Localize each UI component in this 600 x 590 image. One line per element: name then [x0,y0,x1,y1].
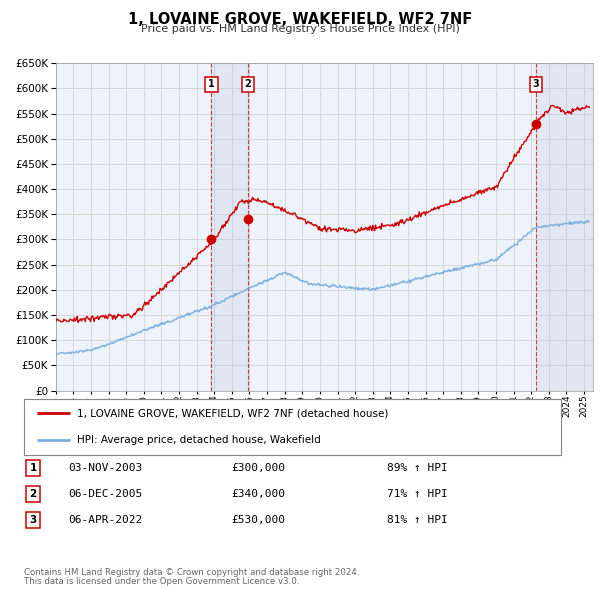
Text: £340,000: £340,000 [231,489,285,499]
Text: 71% ↑ HPI: 71% ↑ HPI [386,489,448,499]
Text: 3: 3 [533,80,539,90]
Text: £300,000: £300,000 [231,463,285,473]
Text: 06-DEC-2005: 06-DEC-2005 [68,489,142,499]
Text: This data is licensed under the Open Government Licence v3.0.: This data is licensed under the Open Gov… [24,578,299,586]
Text: £530,000: £530,000 [231,515,285,525]
Text: 2: 2 [245,80,251,90]
Text: 1: 1 [29,463,37,473]
Text: 06-APR-2022: 06-APR-2022 [68,515,142,525]
Text: Contains HM Land Registry data © Crown copyright and database right 2024.: Contains HM Land Registry data © Crown c… [24,568,359,577]
Text: 2: 2 [29,489,37,499]
Bar [211,63,248,391]
Text: 89% ↑ HPI: 89% ↑ HPI [386,463,448,473]
Text: 1, LOVAINE GROVE, WAKEFIELD, WF2 7NF (detached house): 1, LOVAINE GROVE, WAKEFIELD, WF2 7NF (de… [77,408,388,418]
Bar [536,63,593,391]
Text: 3: 3 [29,515,37,525]
Text: 81% ↑ HPI: 81% ↑ HPI [386,515,448,525]
Text: 1: 1 [208,80,215,90]
Text: 03-NOV-2003: 03-NOV-2003 [68,463,142,473]
Text: Price paid vs. HM Land Registry's House Price Index (HPI): Price paid vs. HM Land Registry's House … [140,24,460,34]
Text: 1, LOVAINE GROVE, WAKEFIELD, WF2 7NF: 1, LOVAINE GROVE, WAKEFIELD, WF2 7NF [128,12,472,27]
Text: HPI: Average price, detached house, Wakefield: HPI: Average price, detached house, Wake… [77,435,320,445]
